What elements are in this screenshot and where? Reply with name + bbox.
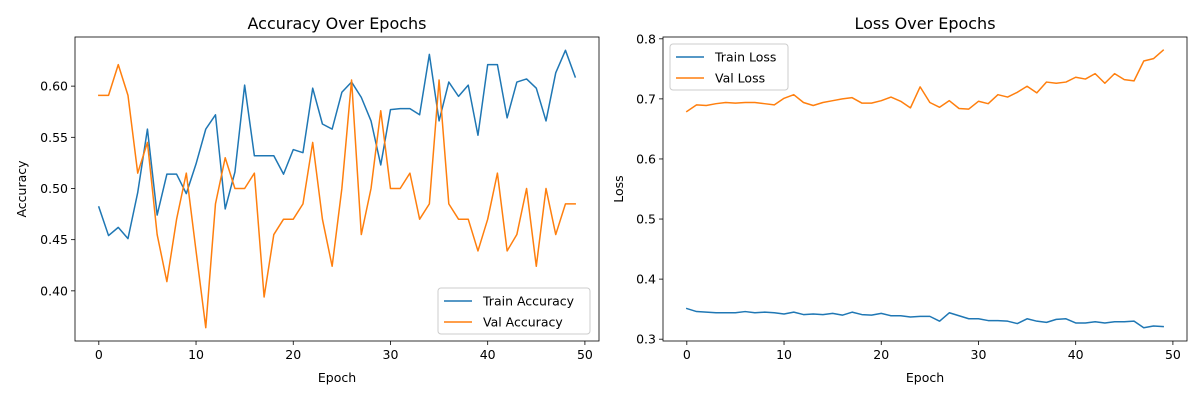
plot-frame: [662, 36, 1188, 342]
x-tick-label: 40: [1068, 347, 1084, 362]
x-tick-label: 50: [577, 347, 593, 362]
series-line-train-loss: [685, 307, 1164, 329]
x-tick-label: 20: [285, 347, 301, 362]
x-axis-ticks: 0 10 20 30 40 50: [95, 341, 593, 362]
series-line-train-accuracy: [97, 49, 577, 240]
x-tick-label: 30: [383, 347, 399, 362]
legend-label: Val Accuracy: [483, 315, 563, 330]
x-tick-label: 20: [873, 347, 889, 362]
y-tick-label: 0.8: [636, 31, 656, 46]
x-tick-label: 10: [776, 347, 792, 362]
x-tick-label: 10: [188, 347, 204, 362]
y-tick-label: 0.60: [40, 79, 68, 94]
x-tick-label: 0: [95, 347, 103, 362]
x-tick-label: 50: [1165, 347, 1181, 362]
chart-title: Loss Over Epochs: [854, 14, 995, 33]
y-tick-label: 0.50: [40, 181, 68, 196]
x-axis-label: Epoch: [906, 370, 944, 385]
legend: Train Accuracy Val Accuracy: [437, 287, 591, 335]
y-tick-label: 0.5: [636, 212, 656, 227]
series-lines: [685, 49, 1165, 329]
plot-frame: [74, 36, 600, 342]
legend-label: Train Loss: [714, 50, 776, 65]
legend-label: Train Accuracy: [482, 294, 575, 309]
y-axis-ticks: 0.3 0.4 0.5 0.6 0.7 0.8: [636, 31, 663, 347]
y-tick-label: 0.40: [40, 283, 68, 298]
y-axis-label: Accuracy: [14, 160, 29, 218]
y-tick-label: 0.45: [40, 232, 68, 247]
legend: Train Loss Val Loss: [669, 43, 789, 91]
y-tick-label: 0.55: [40, 130, 68, 145]
series-lines: [97, 49, 577, 329]
x-axis-ticks: 0 10 20 30 40 50: [683, 341, 1181, 362]
x-axis-label: Epoch: [318, 370, 356, 385]
x-tick-label: 40: [480, 347, 496, 362]
chart-title: Accuracy Over Epochs: [247, 14, 426, 33]
series-line-val-accuracy: [98, 63, 576, 329]
series-line-val-loss: [685, 49, 1165, 113]
x-tick-label: 30: [971, 347, 987, 362]
legend-label: Val Loss: [715, 71, 765, 86]
x-tick-label: 0: [683, 347, 691, 362]
y-tick-label: 0.4: [636, 272, 656, 287]
y-axis-ticks: 0.40 0.45 0.50 0.55 0.60: [40, 79, 75, 298]
legend-box: [437, 287, 591, 335]
y-tick-label: 0.7: [636, 91, 656, 106]
y-axis-label: Loss: [611, 175, 626, 202]
y-tick-label: 0.3: [636, 332, 656, 347]
y-tick-label: 0.6: [636, 151, 656, 166]
